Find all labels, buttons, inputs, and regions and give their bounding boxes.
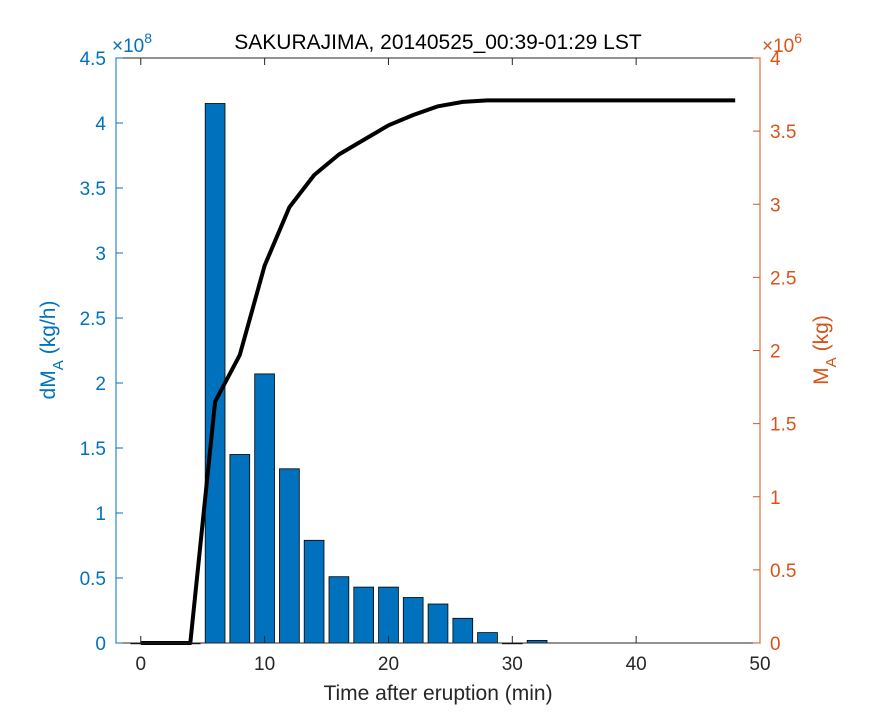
x-tick-label: 0 — [135, 654, 146, 675]
right-y-tick-label: 1 — [770, 488, 781, 509]
left-y-tick-label: 4 — [95, 114, 106, 135]
left-y-tick-label: 4.5 — [80, 49, 106, 70]
right-axis-exponent-base: ×10 — [762, 36, 794, 57]
left-axis-label: dMA (kg/h) — [37, 301, 67, 400]
right-y-tick-label: 0 — [770, 634, 781, 655]
left-y-tick-label: 2 — [95, 374, 106, 395]
x-tick-label: 40 — [626, 654, 647, 675]
bar — [452, 617, 474, 644]
bar — [328, 576, 350, 644]
left-y-tick-label: 1 — [95, 504, 106, 525]
left-y-axis: 0 0.5 1 1.5 2 2.5 3 3.5 4 4.5 — [80, 49, 123, 655]
bar — [353, 586, 374, 644]
right-axis-exponent: ×106 — [762, 30, 802, 57]
left-axis-exponent-power: 8 — [144, 30, 152, 46]
plot-area — [115, 57, 761, 645]
x-tick-label: 10 — [254, 654, 275, 675]
left-y-tick-label: 2.5 — [80, 309, 106, 330]
right-axis-label-main: M — [810, 367, 833, 385]
left-axis-exponent: ×108 — [112, 30, 152, 57]
right-y-tick-label: 1.5 — [770, 415, 796, 436]
right-y-tick-label: 2.5 — [770, 268, 796, 289]
x-axis-label: Time after eruption (min) — [323, 682, 552, 705]
bar — [477, 632, 498, 644]
bar — [303, 539, 325, 644]
bar — [229, 454, 251, 644]
x-axis: 0 10 20 30 40 50 — [135, 58, 771, 675]
right-y-tick-label: 3 — [770, 195, 781, 216]
right-axis-exponent-power: 6 — [794, 30, 802, 46]
right-axis-label: MA (kg) — [810, 315, 840, 385]
right-axis-label-sub: A — [823, 357, 840, 367]
left-axis-label-main: dM — [37, 370, 60, 399]
bar — [254, 373, 275, 644]
left-axis-label-unit: (kg/h) — [37, 301, 60, 355]
right-y-axis: 0 0.5 1 1.5 2 2.5 3 3.5 4 — [753, 49, 796, 655]
x-tick-label: 30 — [502, 654, 523, 675]
cumulative-mass-line — [140, 98, 736, 645]
chart-title: SAKURAJIMA, 20140525_00:39-01:29 LST — [234, 31, 642, 54]
left-y-tick-label: 3.5 — [80, 179, 106, 200]
right-y-tick-label: 2 — [770, 342, 781, 363]
left-y-tick-label: 0.5 — [80, 569, 106, 590]
left-y-tick-label: 3 — [95, 244, 106, 265]
bar — [204, 103, 226, 644]
bar — [279, 468, 300, 644]
left-axis-exponent-base: ×10 — [112, 36, 144, 57]
x-tick-label: 50 — [749, 654, 770, 675]
left-axis-label-sub: A — [50, 360, 67, 370]
left-y-tick-label: 0 — [95, 634, 106, 655]
x-tick-label: 20 — [378, 654, 399, 675]
bar — [402, 597, 424, 644]
right-y-tick-label: 3.5 — [770, 122, 796, 143]
right-y-tick-label: 4 — [770, 49, 781, 70]
bar — [427, 603, 449, 644]
right-y-tick-label: 0.5 — [770, 561, 796, 582]
left-y-tick-label: 1.5 — [80, 439, 106, 460]
bar — [378, 586, 399, 644]
right-axis-label-unit: (kg) — [810, 315, 833, 351]
